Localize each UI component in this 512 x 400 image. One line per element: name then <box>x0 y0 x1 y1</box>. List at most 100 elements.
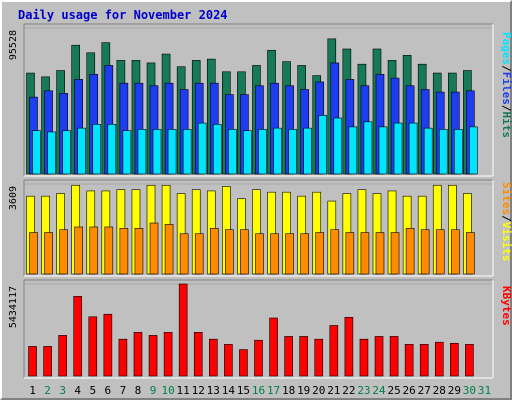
x-tick-label-22: 22 <box>342 384 355 397</box>
panel-1-y-tick-label: 95528 <box>8 30 19 60</box>
legend-item: / <box>500 65 512 72</box>
legend-item: Visits <box>500 222 512 262</box>
bar-sites-18 <box>285 233 294 275</box>
x-tick-label-11: 11 <box>177 384 190 397</box>
bar-sites-24 <box>375 232 385 275</box>
bar-kbytes-18 <box>284 336 293 377</box>
bar-sites-6 <box>104 226 114 275</box>
bar-sites-4 <box>74 226 83 275</box>
x-tick-label-14: 14 <box>222 384 236 397</box>
bar-kbytes-13 <box>209 338 218 377</box>
bar-kbytes-6 <box>103 313 113 377</box>
bar-kbytes-8 <box>133 332 143 377</box>
legend-item: / <box>500 215 512 222</box>
bar-kbytes-14 <box>224 344 233 377</box>
bar-sites-25 <box>390 232 400 275</box>
bar-kbytes-23 <box>359 338 369 377</box>
x-tick-label-27: 27 <box>418 384 431 397</box>
bar-pages-16 <box>258 129 267 175</box>
bar-sites-1 <box>29 232 38 275</box>
bar-kbytes-28 <box>434 341 444 377</box>
bar-pages-3 <box>62 130 71 175</box>
x-tick-label-25: 25 <box>387 384 400 397</box>
bar-pages-4 <box>77 127 86 175</box>
legend-item: KBytes <box>500 286 512 326</box>
bar-kbytes-15 <box>239 349 248 377</box>
bar-pages-13 <box>212 124 222 175</box>
x-tick-label-26: 26 <box>403 384 416 397</box>
bar-sites-11 <box>179 233 189 275</box>
bar-kbytes-7 <box>118 338 128 377</box>
x-tick-label-7: 7 <box>120 384 127 397</box>
bar-kbytes-10 <box>163 332 173 377</box>
bar-kbytes-1 <box>28 346 37 377</box>
bar-sites-12 <box>194 233 204 275</box>
bar-kbytes-20 <box>314 338 324 377</box>
bar-sites-16 <box>255 233 264 275</box>
bar-sites-21 <box>330 229 340 275</box>
x-tick-label-2: 2 <box>44 384 51 397</box>
bar-kbytes-2 <box>43 346 52 377</box>
bar-sites-20 <box>315 232 325 275</box>
x-tick-label-8: 8 <box>135 384 142 397</box>
bar-sites-5 <box>89 226 99 275</box>
x-tick-label-24: 24 <box>372 384 386 397</box>
bar-sites-15 <box>240 229 249 275</box>
bar-pages-9 <box>152 129 162 175</box>
bar-kbytes-29 <box>450 342 459 377</box>
bar-sites-28 <box>435 229 445 275</box>
bar-kbytes-16 <box>254 339 263 377</box>
bar-pages-8 <box>137 129 147 175</box>
bar-sites-30 <box>466 232 475 275</box>
legend-item: Hits <box>500 112 512 139</box>
bar-sites-19 <box>300 233 309 275</box>
bar-pages-19 <box>303 127 312 175</box>
x-tick-label-4: 4 <box>74 384 81 397</box>
legend-item: / <box>500 105 512 112</box>
x-tick-label-23: 23 <box>357 384 370 397</box>
bar-pages-17 <box>273 127 282 175</box>
bar-pages-26 <box>408 122 418 175</box>
bar-pages-15 <box>243 130 252 175</box>
bar-pages-28 <box>438 129 448 175</box>
x-tick-label-28: 28 <box>433 384 446 397</box>
panel-3-legend: KBytes <box>500 286 512 326</box>
bar-sites-9 <box>149 222 159 275</box>
bar-sites-23 <box>360 232 370 275</box>
bar-kbytes-5 <box>88 316 98 377</box>
bar-pages-6 <box>107 124 117 175</box>
bar-kbytes-24 <box>374 336 384 377</box>
x-tick-label-19: 19 <box>297 384 310 397</box>
x-tick-label-18: 18 <box>282 384 295 397</box>
bar-pages-29 <box>454 129 463 175</box>
x-tick-label-15: 15 <box>237 384 250 397</box>
bar-sites-8 <box>134 228 144 275</box>
bar-pages-25 <box>393 122 403 175</box>
x-tick-label-12: 12 <box>192 384 205 397</box>
x-tick-label-1: 1 <box>29 384 36 397</box>
bar-pages-18 <box>288 129 297 175</box>
bar-kbytes-22 <box>344 316 354 377</box>
chart-title: Daily usage for November 2024 <box>18 8 228 22</box>
bar-sites-17 <box>270 233 279 275</box>
bar-sites-27 <box>420 229 430 275</box>
bar-pages-5 <box>92 124 102 175</box>
bar-pages-7 <box>122 130 132 175</box>
bar-sites-3 <box>59 229 68 275</box>
bar-kbytes-25 <box>389 336 399 377</box>
bar-kbytes-12 <box>193 332 203 377</box>
legend-item: Pages <box>500 32 512 65</box>
bar-pages-12 <box>197 122 207 175</box>
bar-pages-11 <box>182 129 192 175</box>
bar-pages-21 <box>333 117 343 175</box>
bar-pages-20 <box>318 115 328 175</box>
panel-2-legend: Sites/Visits <box>500 182 512 262</box>
panel-3-y-tick-label: 5434117 <box>8 286 19 328</box>
bar-pages-1 <box>32 130 41 175</box>
bar-pages-27 <box>423 127 433 175</box>
x-tick-label-16: 16 <box>252 384 265 397</box>
bar-pages-10 <box>167 129 177 175</box>
panel-2-y-tick-label: 3609 <box>8 186 19 210</box>
bar-kbytes-19 <box>299 336 308 377</box>
